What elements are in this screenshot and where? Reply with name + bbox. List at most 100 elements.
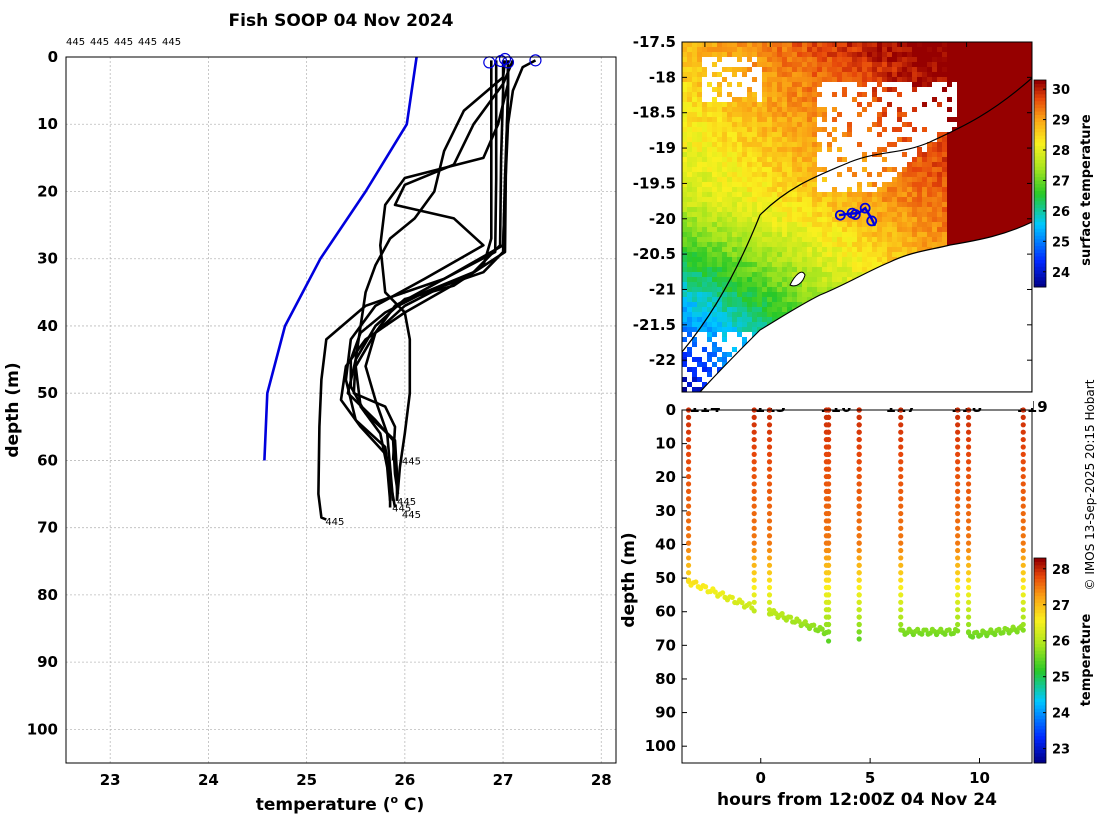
sst-cell	[762, 272, 767, 277]
map-y-tick-label: -20	[649, 210, 676, 228]
sst-cell	[967, 217, 972, 222]
sst-cell	[777, 72, 782, 77]
sst-cell	[702, 232, 707, 237]
sst-cell	[742, 142, 747, 147]
sst-cell	[747, 182, 752, 187]
sst-cell	[687, 237, 692, 242]
sst-cell	[812, 82, 817, 87]
sst-cell	[782, 157, 787, 162]
sst-cell	[942, 227, 947, 232]
section-point	[825, 638, 832, 644]
sst-cell	[992, 177, 997, 182]
sst-cell	[1007, 127, 1012, 132]
sst-cell	[697, 157, 702, 162]
sst-cell	[947, 97, 952, 102]
sst-cell	[707, 192, 712, 197]
section-point	[825, 614, 832, 620]
sst-cell	[967, 142, 972, 147]
sst-cell	[752, 42, 757, 47]
sst-cell	[917, 192, 922, 197]
sst-cell	[807, 262, 812, 267]
sst-cell	[887, 237, 892, 242]
sst-cell	[732, 107, 737, 112]
sst-cell	[702, 102, 707, 107]
sst-cell	[702, 167, 707, 172]
sst-cell	[887, 232, 892, 237]
sst-cell	[697, 287, 702, 292]
sst-cell	[1027, 57, 1032, 62]
sst-cell	[742, 292, 747, 297]
map-overlays	[682, 77, 1032, 392]
sst-cell	[692, 87, 697, 92]
sst-cell	[822, 287, 827, 292]
sst-cell	[797, 112, 802, 117]
sst-cell	[1012, 207, 1017, 212]
sst-cell	[947, 222, 952, 227]
sst-cell	[992, 127, 997, 132]
sst-cell	[737, 157, 742, 162]
sst-cell	[837, 242, 842, 247]
sst-cell	[1007, 157, 1012, 162]
sst-cell	[892, 127, 897, 132]
sst-cell	[842, 262, 847, 267]
sst-cell	[832, 242, 837, 247]
sst-cell	[782, 242, 787, 247]
section-point	[702, 584, 709, 590]
sst-cell	[952, 157, 957, 162]
sst-cell	[947, 42, 952, 47]
sst-cell	[972, 197, 977, 202]
sst-cell	[692, 222, 697, 227]
sst-cell	[1017, 57, 1022, 62]
sst-cell	[727, 327, 732, 332]
sst-cell	[727, 102, 732, 107]
sst-cell	[772, 267, 777, 272]
sst-cell	[762, 282, 767, 287]
sst-cell	[1002, 62, 1007, 67]
sst-cell	[692, 302, 697, 307]
sst-cell	[862, 217, 867, 222]
sst-cell	[777, 47, 782, 52]
sst-cell	[752, 232, 757, 237]
sst-cell	[752, 127, 757, 132]
sst-cell	[852, 272, 857, 277]
sst-cell	[807, 122, 812, 127]
sst-cell	[787, 207, 792, 212]
profile-id-label: 445	[66, 37, 85, 48]
sst-cell	[757, 222, 762, 227]
sst-cell	[867, 252, 872, 257]
sst-colorbar-tick-label: 30	[1052, 83, 1070, 98]
sst-cell	[872, 212, 877, 217]
section-point	[766, 592, 773, 598]
sst-cell	[762, 202, 767, 207]
section-point	[685, 533, 692, 539]
sst-cell	[937, 192, 942, 197]
sst-cell	[782, 217, 787, 222]
sst-cell	[897, 237, 902, 242]
sst-cell	[777, 287, 782, 292]
sst-colorbar-swatch	[1034, 114, 1046, 119]
sst-cell	[917, 147, 922, 152]
sst-cell	[1012, 57, 1017, 62]
sst-cell	[862, 192, 867, 197]
section-point	[942, 631, 948, 637]
sst-cell	[792, 297, 797, 302]
sst-cell	[787, 307, 792, 312]
sst-cell	[757, 192, 762, 197]
sst-cell	[997, 97, 1002, 102]
sst-cell	[937, 152, 942, 157]
sst-cell	[882, 212, 887, 217]
sst-cell	[762, 182, 767, 187]
sst-cell	[862, 152, 867, 157]
sst-cell	[767, 302, 772, 307]
section-point	[685, 451, 692, 457]
sst-cell	[792, 147, 797, 152]
sst-cell	[762, 197, 767, 202]
sst-cell	[912, 237, 917, 242]
sst-cell	[687, 332, 692, 337]
sst-cell	[967, 112, 972, 117]
sst-cell	[857, 237, 862, 242]
sst-cell	[692, 312, 697, 317]
sst-cell	[917, 217, 922, 222]
section-point	[685, 518, 692, 524]
sst-cell	[812, 137, 817, 142]
